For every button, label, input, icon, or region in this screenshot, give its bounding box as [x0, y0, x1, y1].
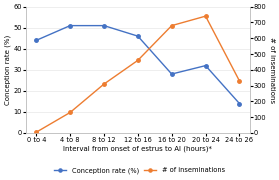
Conception rate (%) [238, 102, 241, 105]
Conception rate (%) [102, 24, 106, 27]
# of inseminations [136, 59, 140, 61]
Line: # of inseminations: # of inseminations [35, 14, 241, 134]
Conception rate (%) [204, 65, 207, 67]
Line: Conception rate (%): Conception rate (%) [35, 24, 241, 105]
Conception rate (%) [35, 39, 38, 41]
# of inseminations [35, 131, 38, 133]
# of inseminations [238, 80, 241, 82]
Conception rate (%) [136, 35, 140, 37]
# of inseminations [68, 111, 72, 114]
Y-axis label: # of inseminations: # of inseminations [269, 37, 275, 103]
Conception rate (%) [68, 24, 72, 27]
# of inseminations [170, 24, 173, 27]
Conception rate (%) [170, 73, 173, 75]
# of inseminations [102, 83, 106, 85]
X-axis label: Interval from onset of estrus to AI (hours)*: Interval from onset of estrus to AI (hou… [63, 146, 212, 152]
# of inseminations [204, 15, 207, 17]
Y-axis label: Conception rate (%): Conception rate (%) [4, 35, 11, 105]
Legend: Conception rate (%), # of inseminations: Conception rate (%), # of inseminations [52, 165, 227, 177]
